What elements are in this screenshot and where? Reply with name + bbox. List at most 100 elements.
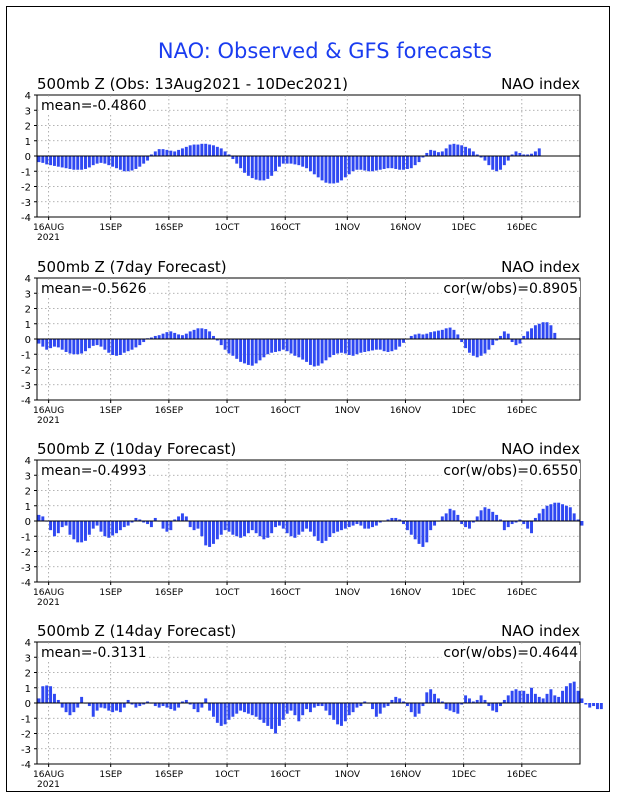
nao-bar (545, 693, 549, 703)
x-tick-label: 16DEC (507, 406, 537, 416)
nao-bar (312, 521, 316, 537)
nao-bar (184, 146, 188, 156)
nao-panel-3: 500mb Z (10day Forecast) NAO index 4 3 2 1 0 -1… (21, 440, 584, 608)
y-tick-label: 1 (25, 137, 31, 148)
nao-bar (433, 150, 437, 156)
nao-bar (111, 339, 115, 356)
nao-bar (518, 519, 522, 521)
nao-bar (165, 703, 169, 708)
nao-bar (177, 149, 181, 156)
nao-bar (52, 339, 56, 347)
y-tick-label: 0 (25, 699, 31, 710)
nao-bar (483, 156, 487, 161)
x-tick-label: 1SEP (99, 770, 122, 780)
nao-bar (227, 703, 231, 720)
nao-bar (200, 703, 204, 708)
nao-bar (487, 339, 491, 350)
y-tick-label: -1 (21, 167, 31, 178)
nao-bar (84, 156, 87, 169)
nao-bar (359, 156, 363, 170)
nao-bar (530, 687, 533, 703)
mean-label: mean=-0.3131 (41, 645, 146, 661)
nao-bar (239, 703, 243, 711)
nao-bar (157, 149, 161, 156)
nao-bar (475, 699, 479, 703)
nao-bar (526, 154, 530, 156)
nao-bar (49, 521, 53, 531)
x-tick-label: 1NOV (335, 588, 361, 598)
nao-bar (363, 521, 367, 529)
nao-bar (386, 339, 390, 352)
nao-bar (49, 339, 53, 349)
y-tick-label: 4 (25, 274, 31, 285)
nao-bar (134, 339, 138, 348)
nao-bar (553, 695, 557, 704)
nao-bar (188, 703, 192, 705)
nao-bar (301, 521, 305, 532)
x-tick-label: 16NOV (390, 770, 422, 780)
nao-bar (297, 156, 301, 166)
nao-bar (266, 703, 270, 726)
nao-bar (219, 703, 223, 726)
nao-bar (374, 521, 378, 526)
nao-bar (320, 521, 324, 544)
nao-bar (382, 339, 386, 352)
nao-bar (212, 145, 215, 156)
y-tick-label: -2 (21, 366, 31, 377)
nao-bar (192, 703, 196, 710)
nao-bar (467, 698, 471, 703)
nao-bar (328, 339, 332, 358)
nao-bar (343, 521, 347, 529)
nao-bar (138, 703, 142, 707)
nao-bar (436, 698, 440, 703)
nao-bar (402, 521, 405, 525)
nao-bar (204, 698, 208, 703)
nao-bar (289, 339, 293, 354)
nao-bar (246, 339, 250, 365)
nao-bar (153, 151, 157, 156)
nao-bar (115, 521, 118, 534)
y-tick-label: 4 (25, 456, 31, 467)
nao-bar (204, 329, 208, 339)
nao-bar (549, 689, 553, 703)
nao-bar (37, 339, 41, 344)
nao-bar (293, 339, 297, 356)
nao-bar (557, 502, 561, 521)
nao-bar (417, 521, 421, 544)
nao-bar (425, 521, 429, 543)
nao-bar (533, 517, 537, 521)
nao-bar (173, 519, 177, 521)
nao-bar (491, 511, 495, 521)
nao-bar (76, 339, 80, 355)
nao-bar (45, 339, 49, 350)
nao-bar (405, 521, 409, 531)
nao-bar (173, 703, 177, 711)
nao-bar (510, 521, 514, 525)
nao-bar (433, 521, 437, 526)
x-tick-label: 1DEC (451, 223, 476, 233)
nao-bar (413, 156, 417, 166)
y-tick-label: 3 (25, 289, 31, 300)
nao-bar (177, 334, 181, 339)
nao-bar (64, 521, 68, 526)
index-label: NAO index (501, 258, 580, 276)
nao-bar (518, 152, 522, 156)
nao-bar (262, 521, 266, 540)
nao-bar (111, 156, 115, 167)
nao-bar (444, 513, 448, 522)
nao-bar (301, 156, 305, 167)
nao-bar (215, 521, 219, 540)
nao-bar (588, 703, 592, 708)
nao-bar (363, 701, 367, 703)
nao-bar (243, 521, 246, 537)
nao-bar (374, 156, 378, 171)
nao-bar (177, 516, 181, 521)
nao-bar (126, 699, 130, 703)
nao-bar (49, 686, 53, 703)
nao-bar (274, 339, 278, 352)
nao-bar (316, 703, 320, 707)
nao-bar (118, 156, 122, 170)
x-tick-label: 16DEC (507, 588, 537, 598)
nao-bar (413, 703, 417, 717)
nao-bar (328, 521, 332, 538)
